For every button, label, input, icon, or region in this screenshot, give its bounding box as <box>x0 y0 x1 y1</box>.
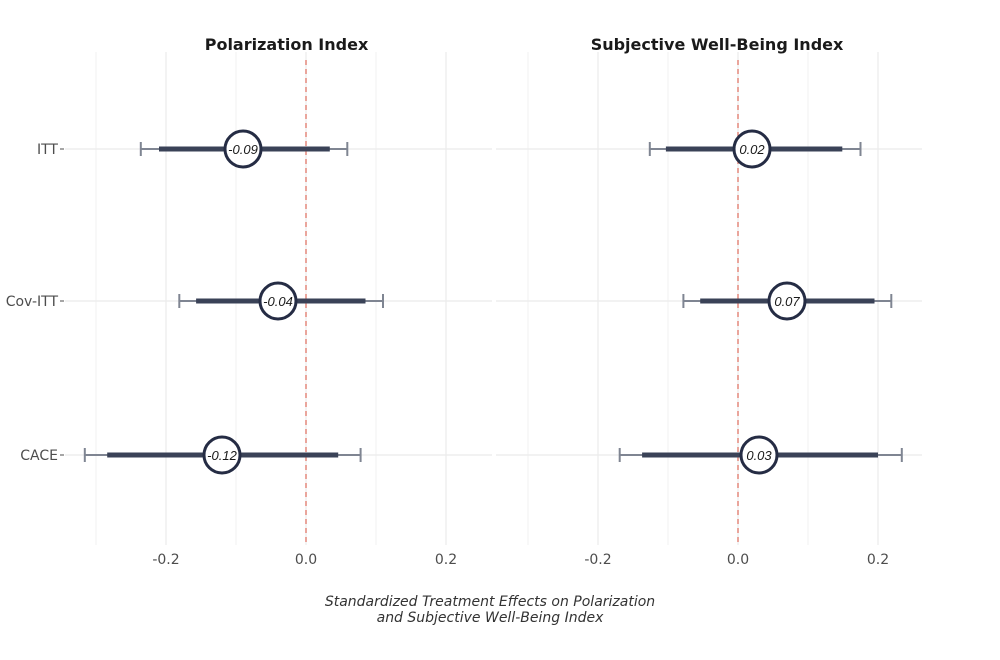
point-estimate-label: 0.03 <box>746 448 772 463</box>
y-category-label: CACE <box>20 448 58 464</box>
x-axis-title-line-2: and Subjective Well-Being Index <box>376 610 604 626</box>
point-estimate <box>258 281 298 321</box>
panel-1: Polarization Index -0.2 0.0 0.2 ITT Cov-ITT CA… <box>6 35 492 568</box>
point-estimate-label: 0.07 <box>774 294 800 309</box>
panel-title: Polarization Index <box>205 35 369 54</box>
panel-2: Subjective Well-Being Index -0.2 0.0 0.2 0.0… <box>496 35 922 568</box>
x-tick-label: -0.2 <box>152 552 179 568</box>
x-tick-label: 0.0 <box>295 552 317 568</box>
point-estimate <box>767 281 807 321</box>
x-axis-title-line-1: Standardized Treatment Effects on Polari… <box>324 594 656 610</box>
point-estimate <box>202 435 242 475</box>
x-tick-label: 0.2 <box>867 552 889 568</box>
panel-title: Subjective Well-Being Index <box>591 35 844 54</box>
y-category-label: Cov-ITT <box>6 294 59 310</box>
point-estimate-label: 0.02 <box>739 142 765 157</box>
x-tick-label: 0.2 <box>435 552 457 568</box>
point-estimate-label: -0.09 <box>228 142 258 157</box>
x-tick-label: -0.2 <box>584 552 611 568</box>
x-axis-title: Standardized Treatment Effects on Polari… <box>0 594 980 626</box>
point-estimate <box>739 435 779 475</box>
point-estimate-label: -0.12 <box>207 448 237 463</box>
y-category-label: ITT <box>37 142 58 158</box>
point-estimate-label: -0.04 <box>263 294 293 309</box>
x-tick-label: 0.0 <box>727 552 749 568</box>
point-estimate <box>223 129 263 169</box>
point-estimate <box>732 129 772 169</box>
